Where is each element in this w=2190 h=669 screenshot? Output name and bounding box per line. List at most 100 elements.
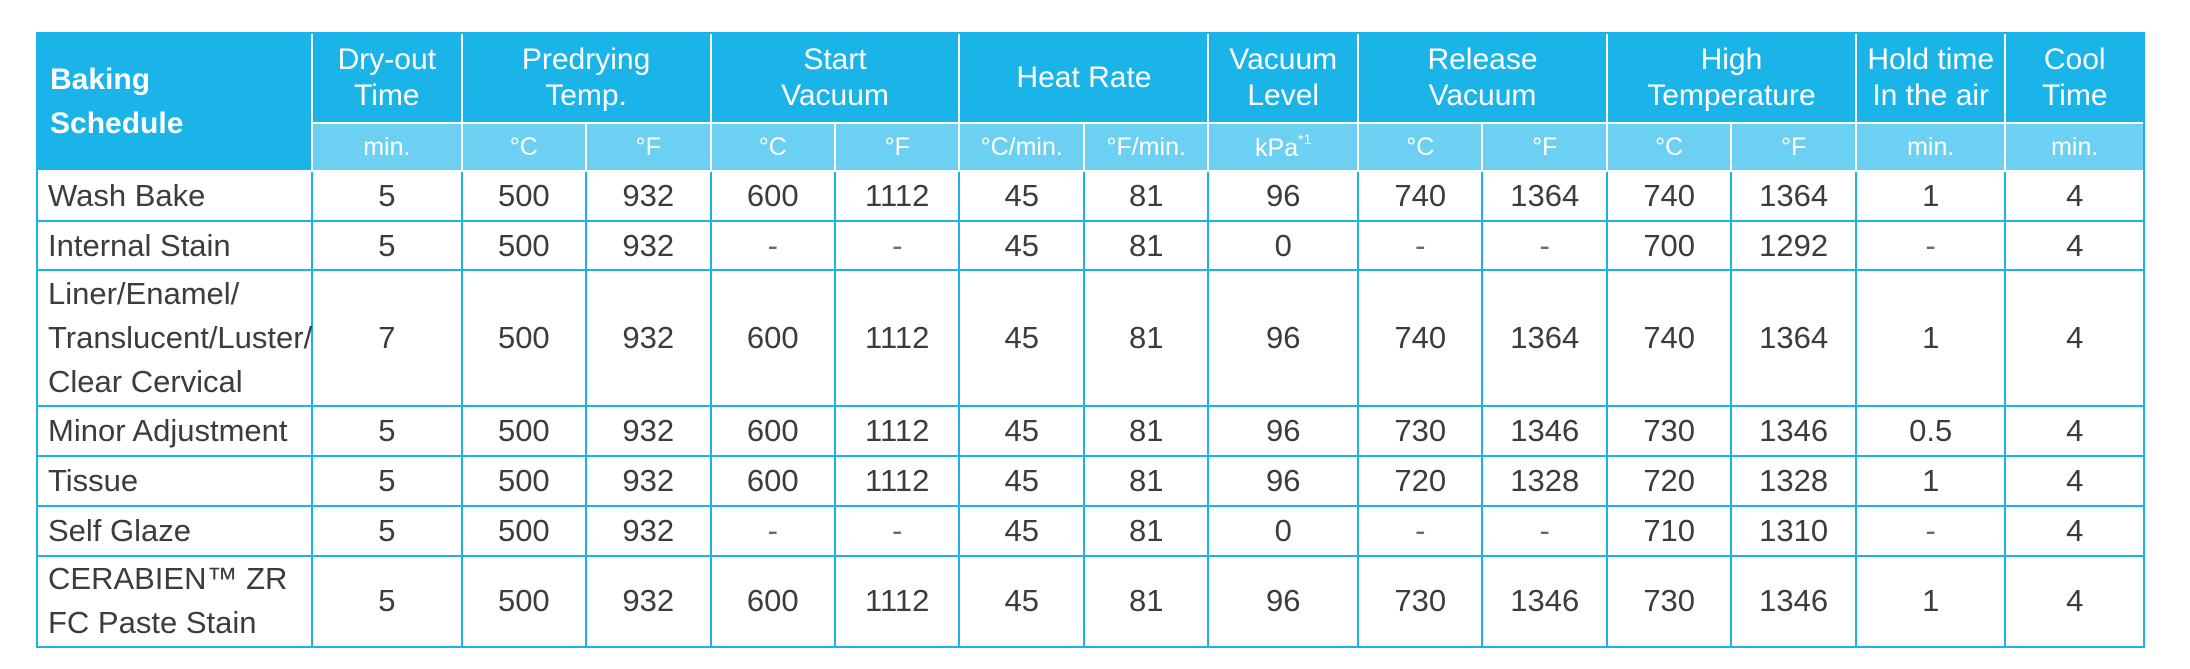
table-row: Internal Stain 5 500 932- -45 81 0- -700 1292-4	[35, 219, 2145, 272]
table-cell: 500	[460, 219, 588, 272]
unit-cell: °F	[1730, 122, 1857, 172]
table-cell: 1	[1854, 170, 2007, 222]
table-cell: 1	[1854, 554, 2007, 649]
table-cell: 81	[1082, 504, 1210, 557]
table-cell: 1	[1854, 455, 2007, 507]
table-cell: 932	[585, 554, 712, 649]
table-cell: 4	[2004, 269, 2145, 408]
table-row: Wash Bake 5 500 932 600 1112 45 81 96 740 1364 740 1…	[35, 170, 2145, 222]
table-cell: 1112	[833, 170, 961, 222]
header-hold-time: Hold time In the air	[1854, 32, 2007, 124]
header-label: Predrying Temp.	[521, 43, 651, 112]
table-cell: 740	[1356, 170, 1484, 222]
row-label: CERABIEN™ ZR FC Paste Stain	[35, 554, 314, 649]
unit-cell: min.	[1854, 122, 2007, 172]
table-row: Self Glaze 5 500 932- -45 81 0- -710 1310-4	[35, 504, 2145, 557]
table-cell: 81	[1082, 269, 1210, 408]
table-cell: 500	[460, 405, 588, 458]
header-label: Release Vacuum	[1427, 43, 1538, 112]
unit-cell: °C	[709, 122, 837, 172]
table-cell: 5	[311, 554, 463, 649]
header-label: High Temperature	[1647, 43, 1816, 112]
table-cell: 96	[1207, 405, 1359, 458]
table-cell: 81	[1082, 219, 1210, 272]
table-cell: 1112	[833, 554, 961, 649]
table-cell: 500	[460, 269, 588, 408]
table-cell: 1346	[1481, 554, 1608, 649]
table-cell: 500	[460, 170, 588, 222]
table-cell: 5	[311, 405, 463, 458]
header-release-vacuum: Release Vacuum	[1357, 32, 1608, 124]
table-cell: 932	[585, 405, 712, 458]
table-row: Tissue 5 500 932 600 1112 45 81 96 720 1328 720 1328…	[35, 455, 2145, 507]
table-cell: 4	[2004, 455, 2145, 507]
table-cell: 932	[585, 504, 712, 557]
table-cell: 96	[1207, 170, 1359, 222]
header-high-temperature: High Temperature	[1605, 32, 1857, 124]
table-cell: 1328	[1481, 455, 1608, 507]
row-label: Wash Bake	[35, 170, 314, 222]
table-cell: 45	[958, 170, 1085, 222]
table-cell: -	[1854, 219, 2007, 272]
table-row: Liner/Enamel/ Translucent/Luster/ Clear …	[35, 269, 2145, 408]
corner-title-text: Baking Schedule	[50, 63, 184, 140]
table-cell: -	[709, 219, 837, 272]
header-label: Heat Rate	[1016, 61, 1152, 94]
table-cell: 96	[1207, 554, 1359, 649]
table-cell: 1112	[833, 269, 961, 408]
table-cell: 4	[2004, 405, 2145, 458]
table-cell: 4	[2004, 504, 2145, 557]
table-cell: 730	[1356, 554, 1484, 649]
table-cell: 710	[1605, 504, 1733, 557]
table-cell: 600	[709, 554, 837, 649]
table-cell: 4	[2004, 170, 2145, 222]
table-cell: 740	[1605, 269, 1733, 408]
table-cell: 7	[311, 269, 463, 408]
table-cell: 500	[460, 455, 588, 507]
table-cell: 1364	[1730, 170, 1857, 222]
row-label: Liner/Enamel/ Translucent/Luster/ Clear …	[35, 269, 314, 408]
table-cell: 81	[1082, 455, 1210, 507]
row-label: Minor Adjustment	[35, 405, 314, 458]
unit-cell: °C	[1356, 122, 1484, 172]
table-cell: 1112	[833, 405, 961, 458]
unit-cell: °F	[1481, 122, 1608, 172]
table-cell: 0	[1207, 504, 1359, 557]
header-label: Hold time In the air	[1867, 43, 1995, 112]
unit-cell: °C	[460, 122, 588, 172]
unit-cell: °C	[1605, 122, 1733, 172]
table-cell: 45	[958, 504, 1085, 557]
header-start-vacuum: Start Vacuum	[709, 32, 961, 124]
table-cell: 5	[311, 219, 463, 272]
table-cell: 45	[958, 554, 1085, 649]
table-body: Wash Bake 5 500 932 600 1112 45 81 96 740 1364 740 1…	[35, 170, 2145, 649]
table-cell: 0.5	[1854, 405, 2007, 458]
header-heat-rate: Heat Rate	[958, 32, 1210, 124]
table-cell: 81	[1082, 170, 1210, 222]
table-cell: 5	[311, 455, 463, 507]
unit-cell: °F	[833, 122, 961, 172]
table-cell: 4	[2004, 219, 2145, 272]
table-cell: 932	[585, 269, 712, 408]
table-cell: 500	[460, 554, 588, 649]
table-cell: 720	[1356, 455, 1484, 507]
table-header: Baking Schedule Dry-out Time Predrying T…	[35, 32, 2145, 172]
table-cell: 1328	[1730, 455, 1857, 507]
unit-cell: °C/min.	[958, 122, 1085, 172]
corner-title: Baking Schedule	[35, 32, 314, 172]
table-cell: 720	[1605, 455, 1733, 507]
table-cell: -	[709, 504, 837, 557]
table-cell: 730	[1605, 405, 1733, 458]
header-dry-out-time: Dry-out Time	[311, 32, 463, 124]
unit-cell: °F/min.	[1082, 122, 1210, 172]
table-cell: 600	[709, 269, 837, 408]
table-cell: 740	[1605, 170, 1733, 222]
table-cell: 45	[958, 455, 1085, 507]
table-cell: 730	[1605, 554, 1733, 649]
table-cell: 932	[585, 170, 712, 222]
table-row: Minor Adjustment 5 500 932 600 1112 45 81 96 730 1…	[35, 405, 2145, 458]
table-cell: 81	[1082, 554, 1210, 649]
table-cell: -	[1854, 504, 2007, 557]
table-cell: 45	[958, 269, 1085, 408]
table-cell: 45	[958, 219, 1085, 272]
